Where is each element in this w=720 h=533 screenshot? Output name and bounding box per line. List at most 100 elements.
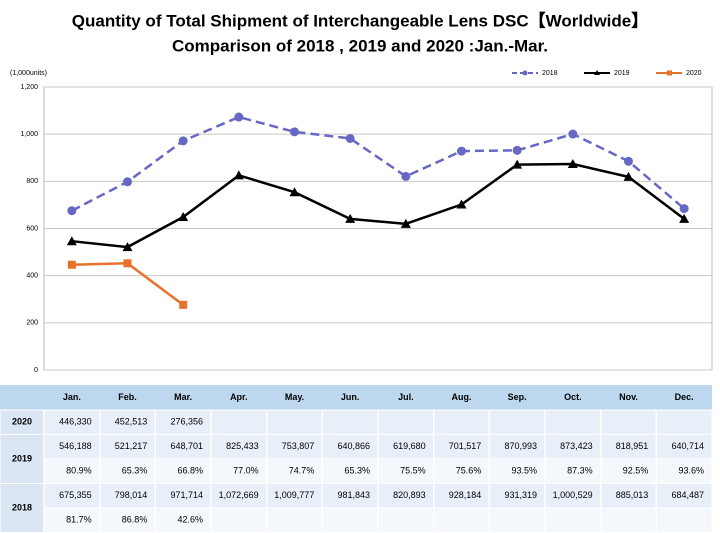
cell: 928,184: [449, 490, 482, 500]
table-header: Feb.: [118, 392, 137, 402]
cell: 452,513: [115, 417, 148, 427]
point: [290, 127, 299, 137]
legend-marker: [522, 70, 528, 76]
point: [179, 300, 188, 309]
cell: 77.0%: [233, 466, 259, 476]
point: [178, 136, 188, 146]
y-axis-label: (1,000units): [10, 70, 47, 77]
point: [679, 204, 689, 214]
cell: 93.6%: [678, 466, 704, 476]
table-header: Aug.: [452, 392, 472, 402]
cell: 619,680: [393, 441, 426, 451]
cell: 971,714: [170, 490, 203, 500]
cell: 81.7%: [66, 515, 92, 525]
cell: 65.3%: [344, 466, 370, 476]
cell: 546,188: [59, 441, 92, 451]
cell: 753,807: [282, 441, 315, 451]
point: [512, 145, 522, 155]
series-line: [71, 262, 184, 306]
point: [679, 213, 690, 223]
cell: 521,217: [115, 441, 148, 451]
cell: 701,517: [449, 441, 482, 451]
point: [345, 133, 355, 143]
point: [234, 112, 244, 122]
y-tick-label: 1,000: [20, 131, 38, 138]
point: [67, 206, 77, 216]
y-tick-label: 400: [26, 273, 38, 280]
legend-marker: [667, 70, 672, 76]
cell: 870,993: [504, 441, 537, 451]
point: [512, 159, 523, 169]
point: [567, 159, 578, 169]
point: [178, 212, 189, 222]
y-tick-label: 600: [26, 225, 38, 232]
cell: 42.6%: [177, 515, 203, 525]
point: [623, 171, 634, 181]
table-header: Jun.: [341, 392, 360, 402]
point: [122, 242, 133, 252]
point: [289, 187, 300, 197]
table-header: Jul.: [398, 392, 414, 402]
table-header: Nov.: [619, 392, 638, 402]
table-header: May.: [285, 392, 304, 402]
cell: 981,843: [337, 490, 370, 500]
point: [123, 177, 132, 187]
point: [624, 156, 633, 166]
row-label: 2020: [12, 417, 32, 427]
point: [456, 199, 467, 209]
cell: 648,701: [170, 441, 203, 451]
cell: 873,423: [560, 441, 593, 451]
point: [123, 259, 132, 268]
cell: 818,951: [616, 441, 649, 451]
cell: 640,714: [671, 441, 704, 451]
legend-label: 2018: [542, 70, 558, 77]
cell: 1,009,777: [274, 490, 314, 500]
cell: 74.7%: [289, 466, 315, 476]
y-tick-label: 200: [26, 320, 38, 327]
cell: 798,014: [115, 490, 148, 500]
cell: 640,866: [337, 441, 370, 451]
point: [67, 260, 76, 269]
point: [400, 218, 411, 228]
table-header: Apr.: [230, 392, 248, 402]
row-label: 2018: [12, 502, 32, 512]
cell: 276,356: [170, 417, 203, 427]
cell: 92.5%: [623, 466, 649, 476]
point: [568, 129, 578, 139]
row-label-bg: [0, 409, 45, 435]
cell: 675,355: [59, 490, 92, 500]
legend-label: 2020: [686, 70, 702, 77]
point: [345, 213, 356, 223]
cell: 684,487: [671, 490, 704, 500]
y-tick-label: 800: [26, 178, 38, 185]
cell: 1,000,529: [553, 490, 593, 500]
cell: 75.6%: [456, 466, 482, 476]
table-header: Jan.: [63, 392, 81, 402]
series-line: [71, 162, 685, 249]
cell: 1,072,669: [219, 490, 259, 500]
legend-marker: [594, 70, 600, 75]
table-header-bg: [0, 385, 712, 410]
cell: 86.8%: [122, 515, 148, 525]
cell: 75.5%: [400, 466, 426, 476]
cell: 93.5%: [511, 466, 537, 476]
chart-subtitle: Comparison of 2018 , 2019 and 2020 :Jan.…: [172, 36, 548, 55]
cell: 931,319: [504, 490, 537, 500]
row-label-bg: [0, 483, 45, 533]
chart-title: Quantity of Total Shipment of Interchang…: [72, 10, 648, 30]
cell: 825,433: [226, 441, 259, 451]
y-tick-label: 0: [34, 367, 38, 374]
cell: 66.8%: [177, 466, 203, 476]
cell: 80.9%: [66, 466, 92, 476]
point: [66, 236, 77, 246]
table-header: Oct.: [564, 392, 582, 402]
cell: 446,330: [59, 417, 92, 427]
series-line: [71, 115, 685, 212]
cell: 885,013: [616, 490, 649, 500]
cell: 820,893: [393, 490, 426, 500]
row-label: 2019: [12, 453, 32, 463]
point: [457, 146, 466, 156]
point: [233, 170, 244, 180]
point: [401, 171, 411, 181]
